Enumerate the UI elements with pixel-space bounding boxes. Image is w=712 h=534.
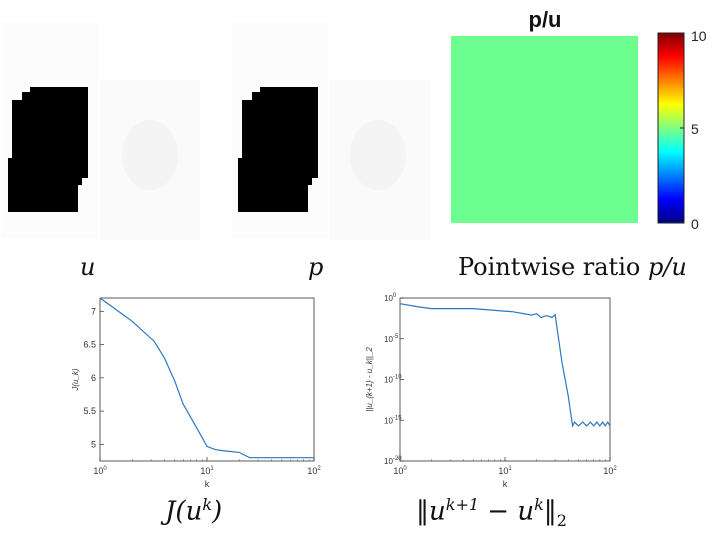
x-tick-label: 101	[200, 466, 214, 476]
y-tick-label: 6	[91, 373, 96, 383]
ratio-map	[451, 36, 638, 223]
objective-caption: J(uk)	[165, 495, 223, 527]
colorbar	[657, 32, 685, 224]
y-tick-label: 6.5	[83, 340, 96, 350]
u-caption: u	[80, 253, 96, 281]
y-tick-label: 10-15	[384, 415, 402, 425]
ratio-panel: p/u 10 5 0	[451, 7, 707, 232]
y-tick-label: 5	[91, 439, 96, 449]
y-axis-label: J(u_k)	[71, 368, 80, 392]
ratio-title: p/u	[529, 7, 562, 32]
chart-0-series-line	[99, 297, 314, 459]
y-tick-label: 5.5	[83, 406, 96, 416]
u-shape	[8, 87, 88, 212]
chart-1-frame	[399, 297, 611, 462]
chart-1-series-line	[399, 303, 611, 428]
x-axis-label: k	[503, 479, 508, 489]
y-tick-label: 10-10	[384, 375, 402, 385]
ratio-caption-text: Pointwise ratio	[458, 253, 648, 281]
chart-1: 100 101 102 k 100 10-5 10-10 10-15 10-20 ||u_{k+1…	[365, 293, 617, 489]
colorbar-tick-5: 5	[691, 121, 699, 137]
y-tick-label: 10-5	[384, 334, 399, 344]
ratio-caption: Pointwise ratio p/u	[458, 253, 687, 281]
ratio-caption-math: p/u	[647, 253, 687, 281]
x-tick-label: 102	[307, 466, 321, 476]
p-caption: p	[308, 253, 324, 281]
step-norm-caption: ‖uk+1 − uk‖2	[416, 495, 567, 530]
p-image-panel	[232, 22, 430, 240]
chart-0-frame	[99, 297, 315, 462]
y-tick-label: 10-20	[384, 456, 402, 466]
u-image-panel	[2, 22, 200, 240]
x-tick-label: 100	[93, 466, 107, 476]
chart-0: 100 101 102 k 7 6.5 6 5.5 5 J(u_k)	[71, 297, 321, 489]
p-shape	[238, 87, 318, 212]
x-tick-label: 102	[603, 466, 617, 476]
x-tick-label: 101	[498, 466, 512, 476]
x-axis-label: k	[205, 479, 210, 489]
colorbar-tick-10: 10	[691, 28, 707, 44]
colorbar-tick-0: 0	[691, 216, 699, 232]
y-axis-label: ||u_{k+1} - u_k||_2	[365, 347, 374, 412]
y-tick-label: 100	[384, 293, 397, 303]
y-tick-label: 7	[91, 306, 96, 316]
x-tick-label: 100	[393, 466, 407, 476]
figure-top-row: p/u 10 5 0	[2, 7, 707, 240]
